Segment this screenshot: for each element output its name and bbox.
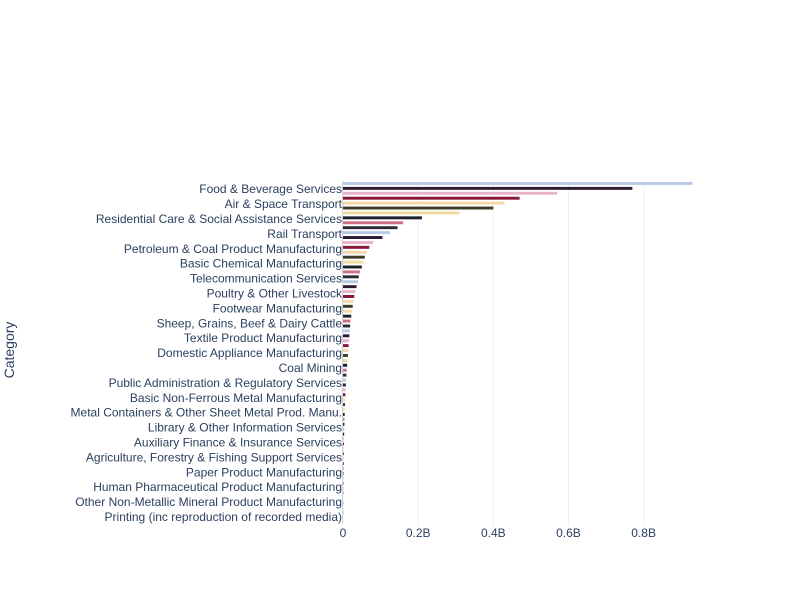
bar [343,418,345,421]
bar [343,226,397,229]
bar [343,310,352,313]
category-label: Paper Product Manufacturing [186,465,342,479]
bar [343,192,557,195]
bar [343,329,350,332]
category-label: Basic Non-Ferrous Metal Manufacturing [130,391,342,405]
bar [343,388,346,391]
y-axis-title: Category [1,322,17,379]
bar [343,295,354,298]
category-label: Telecommunication Services [190,272,342,286]
bar [343,251,367,254]
x-tick-labels: 0 0.2B 0.4B 0.6B 0.8B [340,526,656,540]
bar [343,359,348,362]
category-label: Sheep, Grains, Beef & Dairy Cattle [157,316,343,330]
bar [343,428,344,431]
bar [343,447,344,450]
bar [343,290,355,293]
bar [343,442,344,445]
bar [343,398,345,401]
category-label: Basic Chemical Manufacturing [180,257,342,271]
bar [343,433,344,436]
grid-lines [418,181,643,525]
bar [343,457,344,460]
bar [343,231,390,234]
bar [343,393,345,396]
category-label: Auxiliary Finance & Insurance Services [134,435,342,449]
bar [343,182,692,185]
category-label: Metal Containers & Other Sheet Metal Pro… [71,406,342,420]
bar [343,403,345,406]
bar [343,354,348,357]
bar [343,325,350,328]
bars [343,182,692,524]
bar [343,462,344,465]
category-label: Air & Space Transport [225,197,343,211]
category-label: Petroleum & Coal Product Manufacturing [124,242,342,256]
bar [343,408,345,411]
bar [343,438,344,441]
bar [343,334,349,337]
bar [343,256,365,259]
bar [343,374,346,377]
bar [343,452,344,455]
category-label: Public Administration & Regulatory Servi… [109,376,342,390]
bar [343,221,403,224]
bar [343,413,345,416]
category-label: Textile Product Manufacturing [184,331,342,345]
bar [343,315,351,318]
bar [343,379,346,382]
bar [343,261,364,264]
bar [343,344,349,347]
bar [343,300,354,303]
category-label: Residential Care & Social Assistance Ser… [96,212,342,226]
bar [343,305,353,308]
category-label: Footwear Manufacturing [213,301,342,315]
category-label: Printing (inc reproduction of recorded m… [105,510,342,524]
bar [343,275,359,278]
category-label: Human Pharmaceutical Product Manufacturi… [93,480,342,494]
bar [343,364,347,367]
bar [343,270,360,273]
bar [343,236,382,239]
x-tick-label: 0.2B [406,526,431,540]
bar [343,423,344,426]
bar [343,383,346,386]
category-label: Domestic Appliance Manufacturing [157,346,342,360]
x-tick-label: 0.6B [556,526,581,540]
bar [343,339,349,342]
category-label: Other Non-Metallic Mineral Product Manuf… [75,495,342,509]
bar [343,246,369,249]
bar [343,467,344,470]
bar [343,241,373,244]
bar [343,266,362,269]
bar [343,197,520,200]
bar [343,280,358,283]
x-tick-label: 0.8B [631,526,656,540]
bar [343,349,348,352]
bar [343,320,351,323]
bar [343,207,493,210]
bar [343,211,459,214]
category-label: Coal Mining [279,361,342,375]
category-label: Food & Beverage Services [199,182,342,196]
bar [343,202,505,205]
bar [343,285,357,288]
category-label: Library & Other Information Services [148,421,342,435]
category-label: Agriculture, Forestry & Fishing Support … [86,450,342,464]
x-tick-label: 0.4B [481,526,506,540]
x-tick-label: 0 [340,526,347,540]
category-label: Rail Transport [267,227,342,241]
category-label: Poultry & Other Livestock [207,286,343,300]
bar [343,187,632,190]
bar [343,216,422,219]
bar [343,369,347,372]
